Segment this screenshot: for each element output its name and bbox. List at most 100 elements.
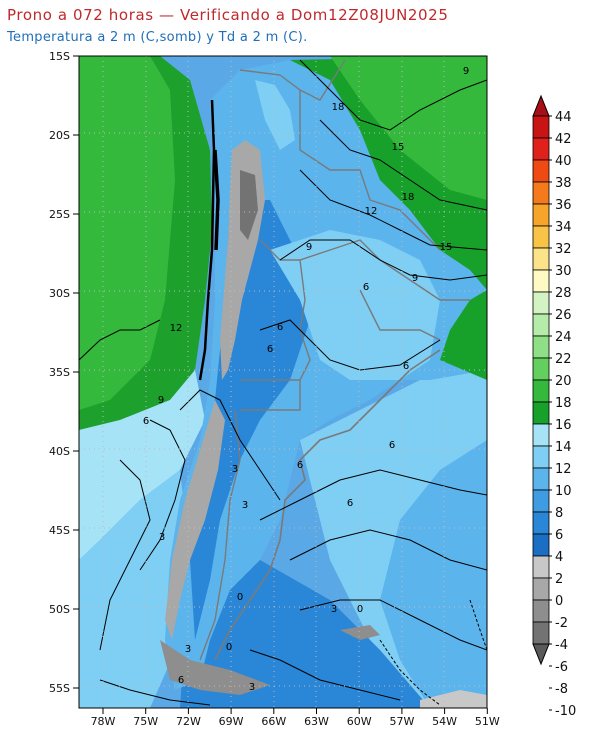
coastline-atlantic (214, 349, 441, 661)
colorbar-label: 0 (555, 594, 563, 609)
colorbar-swatch (532, 269, 550, 293)
colorbar-label: 42 (555, 132, 572, 147)
south-deep (180, 560, 430, 708)
lat-tick-label: 40S (49, 445, 70, 458)
lon-tick-label: 63W (304, 715, 329, 728)
colorbar-swatch (532, 203, 550, 227)
contour-value-label: 0 (357, 604, 363, 615)
lon-tick-label: 54W (432, 715, 457, 728)
colorbar-label: 18 (555, 396, 572, 411)
latitude-axis: 15S 20S 25S 30S 35S 40S 45S 50S 55S (49, 50, 79, 695)
colorbar-label: 20 (555, 374, 572, 389)
longitude-axis: 78W 75W 72W 69W 66W 63W 60W 57W 54W 51W (91, 708, 500, 728)
colorbar-label: 4 (555, 550, 563, 565)
colorbar-label: 44 (555, 110, 572, 125)
colorbar-swatch (532, 423, 550, 447)
colorbar-label: -2 (555, 616, 568, 631)
contour-value-label: 9 (158, 395, 164, 406)
colorbar-label: 30 (555, 264, 572, 279)
colorbar-swatch (532, 379, 550, 403)
colorbar-swatch (532, 137, 550, 161)
contour-value-label: 9 (412, 273, 418, 284)
contour-value-label: 6 (347, 498, 353, 509)
colorbar-label: 26 (555, 308, 572, 323)
atlantic-inner (380, 440, 487, 708)
contour-value-label: 9 (463, 66, 469, 77)
colorbar-label: 16 (555, 418, 572, 433)
contour-value-label: 6 (297, 460, 303, 471)
colorbar-label: 6 (555, 528, 563, 543)
contour-value-label: 6 (403, 361, 409, 372)
colorbar-swatch (532, 577, 550, 601)
andes-ridge-south (165, 400, 225, 640)
contour-value-label: 0 (226, 642, 232, 653)
contour-value-label: 3 (249, 682, 255, 693)
colorbar-label: 14 (555, 440, 572, 455)
contour-value-label: 18 (402, 192, 415, 203)
colorbar-top-arrow (532, 94, 550, 117)
northeast-warmer-land (330, 56, 487, 200)
colorbar-label: -10 (555, 704, 576, 719)
lon-tick-label: 72W (176, 715, 201, 728)
contour-value-label: 3 (232, 464, 238, 475)
coastline-pacific (198, 99, 216, 381)
lat-tick-label: 20S (49, 129, 70, 142)
colorbar-swatch (532, 335, 550, 359)
lon-tick-label: 78W (91, 715, 116, 728)
colorbar-swatch (532, 489, 550, 513)
coastline-atacama (213, 149, 220, 251)
colorbar-label: 10 (555, 484, 572, 499)
lat-tick-label: 15S (49, 50, 70, 63)
lat-tick-label: 55S (49, 682, 70, 695)
colorbar-swatch (532, 181, 550, 205)
colorbar-swatch (532, 621, 550, 645)
colorbar-label: 28 (555, 286, 572, 301)
andes-peak-north (240, 170, 258, 240)
contour-value-label: 15 (392, 142, 405, 153)
contour-value-label: 12 (170, 323, 183, 334)
colorbar-label: -8 (555, 682, 568, 697)
lon-tick-label: 69W (219, 715, 244, 728)
colorbar-swatch (532, 511, 550, 535)
colorbar-swatch (532, 533, 550, 557)
colorbar-swatch (532, 291, 550, 315)
contour-value-label: 18 (332, 102, 345, 113)
colorbar-swatch (532, 159, 550, 183)
colorbar-swatch (532, 313, 550, 337)
contour-value-label: 3 (242, 500, 248, 511)
contour-value-label: 6 (277, 322, 283, 333)
lon-tick-label: 75W (133, 715, 158, 728)
lat-tick-label: 45S (49, 524, 70, 537)
lat-tick-label: 50S (49, 603, 70, 616)
inland-cold-core (190, 200, 310, 640)
contour-value-label: 9 (306, 242, 312, 253)
map-frame (78, 55, 488, 709)
colorbar-swatch (532, 467, 550, 491)
colorbar-swatch (532, 357, 550, 381)
map-subtitle: Temperatura a 2 m (C,somb) y Td a 2 m (C… (7, 30, 308, 45)
colorbar-swatch (532, 401, 550, 425)
cool-band-offshore (79, 370, 205, 560)
colorbar-label: 38 (555, 176, 572, 191)
contour-value-label: 3 (159, 532, 165, 543)
colorbar-label: 12 (555, 462, 572, 477)
contour-value-label: 6 (363, 282, 369, 293)
lat-tick-label: 30S (49, 287, 70, 300)
map-gridlines (79, 56, 487, 708)
colorbar-swatch (532, 445, 550, 469)
colorbar-label: 32 (555, 242, 572, 257)
colorbar-label: -4 (555, 638, 568, 653)
lat-tick-label: 35S (49, 366, 70, 379)
south-atlantic-cold (420, 690, 487, 708)
colorbar-swatch (532, 555, 550, 579)
lon-tick-label: 60W (347, 715, 372, 728)
colorbar: 4442403836343230282624222018161412108642… (532, 94, 576, 719)
contour-value-label: 12 (365, 206, 378, 217)
lon-tick-label: 51W (475, 715, 500, 728)
colorbar-label: 8 (555, 506, 563, 521)
colorbar-label: -6 (555, 660, 568, 675)
colorbar-swatch (532, 115, 550, 139)
